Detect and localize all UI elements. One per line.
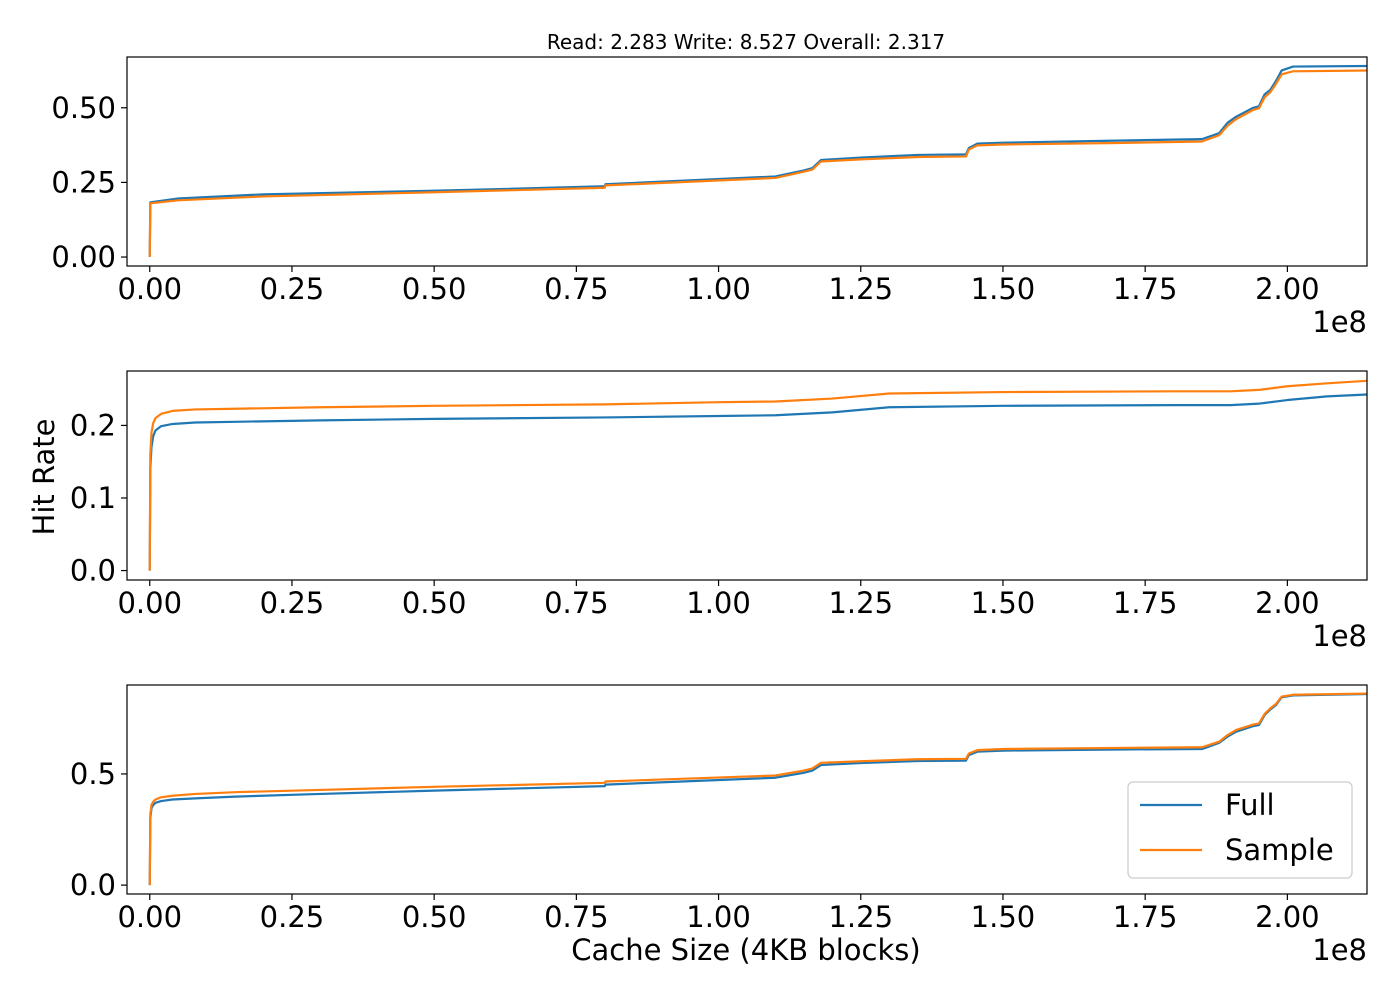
figure-title: Read: 2.283 Write: 8.527 Overall: 2.317 [547,30,945,54]
x-tick-label: 0.00 [117,586,182,620]
subplot-middle-y-axis: 0.0 0.1 0.2 [70,408,127,588]
series-line-middle-full [148,393,1367,571]
x-tick-label: 1.25 [828,586,893,620]
legend-label-full: Full [1225,788,1275,822]
x-tick-label: 0.25 [260,900,325,934]
subplot-top: 0.00 0.25 0.50 0.75 1.00 1.25 1.50 1.75 2.00 0.0… [51,56,1368,339]
legend: Full Sample [1127,781,1353,879]
subplot-middle-frame [126,370,1368,581]
y-tick-label: 0.0 [70,554,116,588]
y-tick-label: 0.2 [70,408,116,442]
x-tick-label: 1.00 [686,272,751,306]
subplot-bottom-x-axis: 0.00 0.25 0.50 0.75 1.00 1.25 1.50 1.75 2.00 [117,894,1320,934]
subplot-top-y-axis: 0.00 0.25 0.50 [51,91,127,274]
subplot-bottom-y-axis: 0.0 0.5 [70,757,127,902]
x-tick-label: 0.25 [260,272,325,306]
x-tick-label: 1.75 [1113,272,1178,306]
subplot-bottom: 0.00 0.25 0.50 0.75 1.00 1.25 1.50 1.75 2.00 0.0… [70,684,1368,967]
subplot-top-frame [126,56,1368,267]
y-tick-label: 0.25 [51,165,116,199]
series-line-top-sample [148,69,1367,258]
subplot-top-x-axis: 0.00 0.25 0.50 0.75 1.00 1.25 1.50 1.75 2.00 [117,266,1320,306]
series-line-bottom-sample [148,692,1367,886]
x-tick-label: 0.50 [402,586,467,620]
x-tick-label: 0.25 [260,586,325,620]
subplot-bottom-lines [148,692,1367,886]
x-tick-label: 2.00 [1255,586,1320,620]
x-tick-label: 0.00 [117,272,182,306]
series-line-top-full [148,64,1367,258]
x-tick-label: 1.50 [971,272,1036,306]
subplot-middle-lines [148,379,1367,571]
x-tick-label: 2.00 [1255,900,1320,934]
y-tick-label: 0.5 [70,757,116,791]
x-tick-label: 1.00 [686,900,751,934]
x-tick-label: 1.50 [971,900,1036,934]
y-tick-label: 0.0 [70,868,116,902]
x-tick-label: 1.25 [828,900,893,934]
y-tick-label: 0.1 [70,481,116,515]
series-line-middle-sample [148,379,1367,571]
subplot-middle-x-axis: 0.00 0.25 0.50 0.75 1.00 1.25 1.50 1.75 2.00 [117,580,1320,620]
x-tick-label: 0.75 [544,900,609,934]
x-tick-label: 2.00 [1255,272,1320,306]
y-axis-label: Hit Rate [27,419,61,536]
subplot-middle: 0.00 0.25 0.50 0.75 1.00 1.25 1.50 1.75 2.00 0.0… [70,370,1368,653]
y-tick-label: 0.00 [51,240,116,274]
subplot-top-x-offset-label: 1e8 [1312,305,1367,339]
x-axis-label: Cache Size (4KB blocks) [571,933,920,967]
x-tick-label: 1.75 [1113,900,1178,934]
subplot-middle-x-offset-label: 1e8 [1312,619,1367,653]
y-tick-label: 0.50 [51,91,116,125]
x-tick-label: 0.50 [402,272,467,306]
x-tick-label: 0.75 [544,586,609,620]
x-tick-label: 1.50 [971,586,1036,620]
subplot-top-lines [148,64,1367,258]
x-tick-label: 0.75 [544,272,609,306]
subplot-bottom-frame [126,684,1368,895]
x-tick-label: 0.50 [402,900,467,934]
legend-label-sample: Sample [1225,833,1334,867]
x-tick-label: 1.00 [686,586,751,620]
subplot-bottom-x-offset-label: 1e8 [1312,933,1367,967]
x-tick-label: 0.00 [117,900,182,934]
x-tick-label: 1.25 [828,272,893,306]
x-tick-label: 1.75 [1113,586,1178,620]
